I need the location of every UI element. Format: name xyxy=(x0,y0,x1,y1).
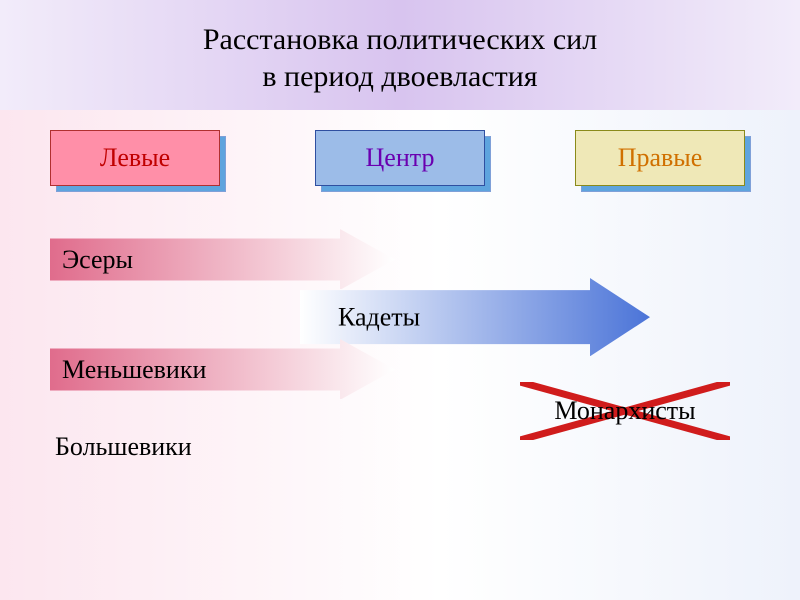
party-monarchists-label: Монархисты xyxy=(554,396,695,425)
svg-text:Эсеры: Эсеры xyxy=(62,244,133,273)
title-line-1: Расстановка политических сил xyxy=(203,23,597,56)
category-left: Левые xyxy=(50,130,220,186)
svg-text:Меньшевики: Меньшевики xyxy=(62,354,206,383)
party-bolsheviki-label: Большевики xyxy=(55,432,192,461)
category-left-label: Левые xyxy=(100,143,170,173)
arrow-mensheviki: Меньшевики xyxy=(50,339,395,400)
title-line-2: в период двоевластия xyxy=(262,60,537,93)
svg-text:Кадеты: Кадеты xyxy=(338,302,420,331)
category-right-label: Правые xyxy=(618,143,703,173)
category-center-label: Центр xyxy=(366,143,435,173)
party-bolsheviki: Большевики xyxy=(55,432,192,462)
category-right: Правые xyxy=(575,130,745,186)
party-monarchists-crossed: Монархисты xyxy=(520,382,730,440)
category-center: Центр xyxy=(315,130,485,186)
